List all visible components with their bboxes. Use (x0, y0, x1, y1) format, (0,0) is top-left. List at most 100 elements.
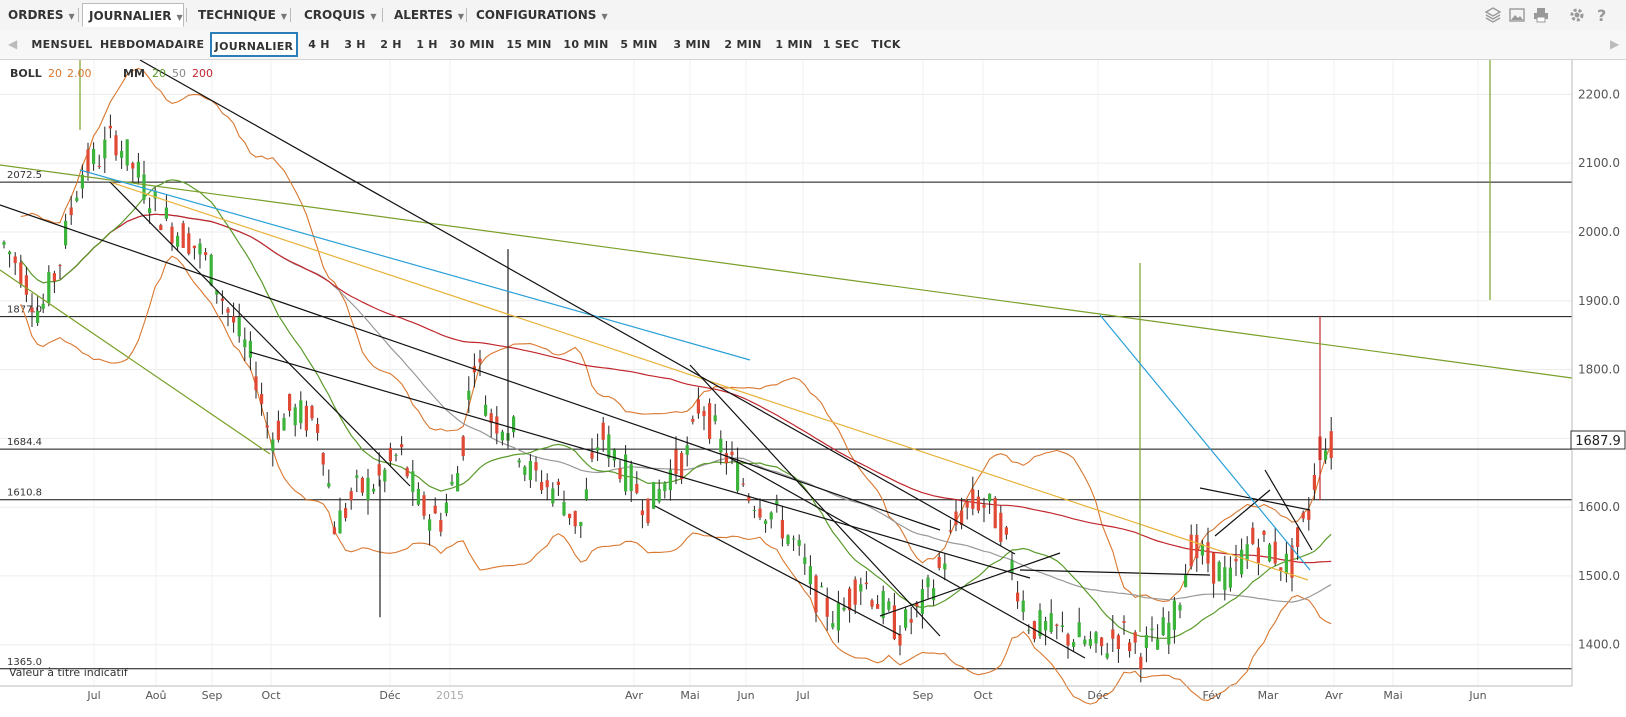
current-price-tag: 1687.9 (1570, 430, 1626, 450)
candle-up (1184, 574, 1188, 588)
menu-label: CONFIGURATIONS (476, 8, 597, 22)
candle-down (937, 556, 941, 569)
x-tick-label: Aoû (145, 689, 166, 702)
chart-background (0, 60, 1572, 686)
menu-configurations[interactable]: CONFIGURATIONS ▼ (470, 3, 608, 27)
candle-up (926, 577, 930, 588)
candle-down (1116, 635, 1120, 649)
print-icon[interactable] (1532, 6, 1550, 24)
candle-up (215, 290, 219, 295)
chevron-down-icon: ▼ (601, 12, 608, 21)
chevron-down-icon: ▼ (280, 12, 288, 21)
trend-line[interactable] (79, 169, 751, 361)
candle-down (1139, 656, 1143, 670)
price-chart[interactable]: 2072.5 1877.0 1684.4 1610.8 1365.0 2200.0 210… (0, 60, 1626, 710)
candle-up (1150, 628, 1154, 631)
help-icon[interactable]: ? (1594, 6, 1612, 25)
candle-down (321, 453, 325, 465)
gear-icon[interactable] (1568, 6, 1586, 24)
mm-20: 20 (152, 67, 166, 80)
boll-period: 20 (48, 67, 62, 80)
menu-croquis[interactable]: CROQUIS ▼ (298, 3, 380, 27)
candle-down (708, 403, 712, 440)
candle-up (153, 190, 157, 199)
menu-journalier[interactable]: JOURNALIER ▼ (82, 3, 184, 27)
timeframe-1-h[interactable]: 1 H (416, 38, 438, 51)
level-label: 1365.0 (7, 657, 42, 668)
level-label: 1877.0 (7, 305, 42, 316)
trend-line[interactable] (1099, 314, 1311, 571)
timeframe-3-h[interactable]: 3 H (344, 38, 366, 51)
x-tick-label: Mai (680, 689, 699, 702)
x-tick-label: Jul (795, 689, 809, 702)
x-tick-label: Oct (973, 689, 993, 702)
trend-line[interactable] (139, 60, 1016, 555)
candle-down (304, 405, 308, 431)
trend-line[interactable] (689, 364, 941, 637)
candle-up (881, 591, 885, 619)
trend-line[interactable] (109, 181, 411, 487)
trend-line[interactable] (729, 457, 1086, 659)
trend-line[interactable] (0, 204, 941, 531)
timeframe-5-min[interactable]: 5 MIN (620, 38, 658, 51)
level-label: 1610.8 (7, 488, 42, 499)
candle-down (1206, 542, 1210, 564)
timeframe-mensuel[interactable]: MENSUEL (31, 38, 93, 51)
timeframe-3-min[interactable]: 3 MIN (673, 38, 711, 51)
candle-up (327, 483, 331, 487)
candle-up (1172, 600, 1176, 630)
candle-down (260, 394, 264, 404)
menu-technique[interactable]: TECHNIQUE ▼ (192, 3, 288, 27)
menu-alertes[interactable]: ALERTES ▼ (388, 3, 464, 27)
scroll-right-icon[interactable]: ▶ (1610, 37, 1620, 51)
candle-up (467, 390, 471, 400)
candle-down (30, 307, 34, 313)
candle-down (332, 527, 336, 535)
candle-down (388, 447, 392, 462)
timeframe-10-min[interactable]: 10 MIN (563, 38, 609, 51)
trend-line[interactable] (0, 164, 1573, 379)
trend-line[interactable] (879, 552, 1061, 617)
candle-down (892, 605, 896, 640)
layers-icon[interactable] (1484, 6, 1502, 24)
timeframe-journalier[interactable]: JOURNALIER (210, 32, 298, 57)
timeframe-4-h[interactable]: 4 H (308, 38, 330, 51)
trend-line[interactable] (1214, 489, 1271, 537)
menu-separator (186, 8, 187, 22)
timeframe-1-sec[interactable]: 1 SEC (822, 38, 860, 51)
trend-line[interactable] (1019, 569, 1211, 576)
bollinger-bands (20, 67, 1332, 705)
timeframe-2-h[interactable]: 2 H (380, 38, 402, 51)
candle-up (299, 400, 303, 424)
image-icon[interactable] (1508, 6, 1526, 24)
candle-down (461, 436, 465, 457)
price-axis: 2200.02100.02000.01900.01800.01700.01600… (1571, 60, 1620, 686)
indicator-legend[interactable]: BOLL 20 2.00 MM 20 50 200 (10, 67, 213, 80)
timeframe-2-min[interactable]: 2 MIN (724, 38, 762, 51)
timeframe-1-min[interactable]: 1 MIN (775, 38, 813, 51)
timeframe-30-min[interactable]: 30 MIN (449, 38, 495, 51)
trend-lines[interactable] (0, 60, 1573, 659)
candle-down (534, 462, 538, 471)
candle-down (439, 520, 443, 532)
trend-line[interactable] (654, 505, 901, 636)
trend-line[interactable] (0, 269, 271, 455)
candle-down (848, 588, 852, 611)
candle-down (1055, 624, 1059, 626)
timeframe-hebdomadaire[interactable]: HEBDOMADAIRE (100, 38, 205, 51)
timeframe-tick[interactable]: TICK (871, 38, 901, 51)
candle-up (562, 502, 566, 516)
trend-line[interactable] (249, 351, 1031, 579)
candle-up (1010, 560, 1014, 573)
candle-up (736, 462, 740, 491)
candle-up (1284, 553, 1288, 574)
timeframe-15-min[interactable]: 15 MIN (506, 38, 552, 51)
candle-down (422, 495, 426, 516)
trend-line[interactable] (1264, 469, 1313, 551)
status-strip (0, 709, 1626, 717)
candle-down (86, 149, 90, 174)
trend-line[interactable] (1199, 487, 1311, 511)
menu-separator (78, 8, 79, 22)
scroll-left-icon[interactable]: ◀ (8, 37, 18, 51)
menu-ordres[interactable]: ORDRES ▼ (2, 3, 78, 27)
